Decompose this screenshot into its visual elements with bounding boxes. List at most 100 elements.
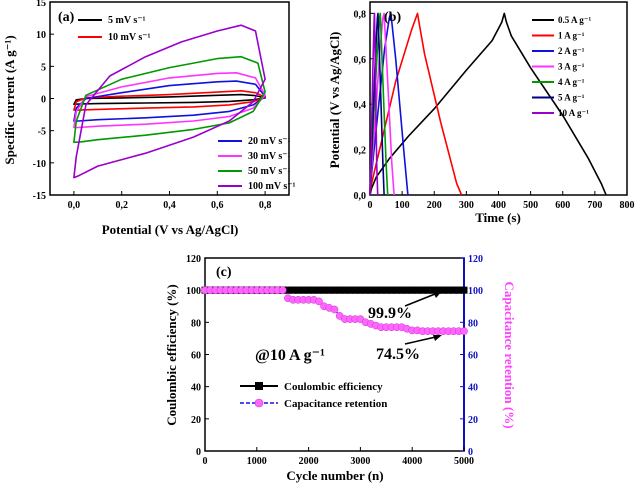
cv-curve (73, 80, 266, 122)
y-tick-label: 0,6 (354, 55, 367, 66)
coulombic-point (341, 286, 349, 294)
panel-b-xlabel: Time (s) (475, 210, 521, 225)
x-tick-label: 700 (587, 200, 602, 211)
x-tick-label: 0,4 (163, 200, 176, 211)
legend-label-100mv: 100 mV s⁻¹ (248, 181, 296, 192)
y-right-tick-label: 60 (468, 351, 478, 362)
coulombic-point (289, 286, 297, 294)
coulombic-point (310, 286, 318, 294)
panel-a-legend-bottom: 20 mV s⁻¹ 30 mV s⁻¹ 50 mV s⁻¹ 100 mV s⁻¹ (218, 136, 296, 192)
legend-label: 2 A g⁻¹ (558, 46, 585, 56)
panel-c-curves (201, 286, 468, 336)
x-tick-label: 5000 (454, 456, 474, 467)
legend-label-50mv: 50 mV s⁻¹ (248, 166, 291, 177)
coulombic-point (450, 286, 458, 294)
x-tick-label: 0,6 (211, 200, 224, 211)
coulombic-point (460, 286, 468, 294)
cv-curve (73, 90, 266, 111)
y-right-tick-label: 20 (468, 415, 478, 426)
legend-label: 1 A g⁻¹ (558, 31, 585, 41)
y-tick-label: 0,4 (354, 100, 367, 111)
coulombic-point (367, 286, 375, 294)
coulombic-point (419, 286, 427, 294)
x-tick-label: 3000 (350, 456, 370, 467)
coulombic-point (294, 286, 302, 294)
panel-b-axes: 0 100 200 300 400 500 600 700 800 0,0 0,2 0,4 0,6 0,8 (354, 9, 635, 211)
y-tick-label: 80 (191, 318, 201, 329)
panel-c-label: (c) (216, 265, 232, 280)
y-tick-label: -5 (38, 127, 46, 138)
coulombic-point (393, 286, 401, 294)
panel-b-ylabel: Potential (V vs Ag/AgCl) (327, 32, 342, 169)
legend-label-coulombic: Coulombic efficiency (284, 381, 383, 393)
x-tick-label: 0 (368, 200, 373, 211)
coulombic-point (398, 286, 406, 294)
x-tick-label: 400 (491, 200, 506, 211)
panel-a-xlabel: Potential (V vs Ag/AgCl) (102, 222, 239, 237)
panel-b-label: (b) (384, 10, 401, 25)
cv-curve (73, 55, 266, 143)
x-tick-label: 0,2 (115, 200, 128, 211)
y-tick-label: 0 (196, 447, 201, 458)
coulombic-point (382, 286, 390, 294)
y-tick-label: 0,2 (354, 146, 367, 157)
legend-label-20mv: 20 mV s⁻¹ (248, 136, 291, 147)
cv-curve (73, 93, 266, 106)
y-right-tick-label: 40 (468, 383, 478, 394)
coulombic-point (403, 286, 411, 294)
panel-b-frame (369, 1, 628, 196)
retention-point (460, 327, 468, 336)
coulombic-point (413, 286, 421, 294)
panel-a-legend-top: 5 mV s⁻¹ 10 mV s⁻¹ (78, 15, 151, 43)
legend-label-retention: Capacitance retention (284, 398, 387, 410)
x-tick-label: 2000 (299, 456, 319, 467)
panel-c-xlabel: Cycle number (n) (286, 468, 383, 483)
panel-c-annotation-coulombic: 99.9% (368, 305, 412, 322)
panel-c-ylabel-right: Capacitance retention (%) (502, 281, 517, 428)
panel-a-cv: 0,0 0,2 0,4 0,6 0,8 -15 -10 -5 0 5 10 15 (a) 5 mV s… (2, 0, 296, 237)
legend-label: 5 A g⁻¹ (558, 93, 585, 103)
panel-c-annotation-retention: 74.5% (376, 346, 420, 363)
y-tick-label: 0,0 (354, 191, 367, 202)
coulombic-point (356, 286, 364, 294)
legend-label-10mv: 10 mV s⁻¹ (108, 32, 151, 43)
y-tick-label: 60 (191, 351, 201, 362)
coulombic-point (429, 286, 437, 294)
coulombic-point (377, 286, 385, 294)
y-tick-label: -10 (33, 159, 46, 170)
coulombic-point (362, 286, 370, 294)
panel-c-ylabel-left: Coulombic efficiency (%) (164, 284, 179, 426)
coulombic-point (434, 286, 442, 294)
x-tick-label: 200 (427, 200, 442, 211)
retention-point (315, 297, 323, 306)
panel-c-annotation-condition: @10 A g⁻¹ (255, 347, 325, 364)
x-tick-label: 500 (523, 200, 538, 211)
y-tick-label: 5 (41, 62, 46, 73)
x-tick-label: 100 (395, 200, 410, 211)
y-tick-label: 20 (191, 415, 201, 426)
x-tick-label: 0,8 (259, 200, 272, 211)
y-tick-label: 100 (186, 286, 201, 297)
legend-label: 3 A g⁻¹ (558, 62, 585, 72)
legend-marker-coulombic (255, 382, 263, 390)
coulombic-point (439, 286, 447, 294)
coulombic-point (336, 286, 344, 294)
legend-label: 10 A g⁻¹ (558, 108, 589, 118)
coulombic-point (325, 286, 333, 294)
panel-b-curves (369, 12, 607, 196)
coulombic-point (346, 286, 354, 294)
panel-c-arrow-coulombic (404, 291, 442, 307)
coulombic-point (408, 286, 416, 294)
panel-a-ylabel: Specific current (A g⁻¹) (2, 35, 17, 164)
y-right-tick-label: 80 (468, 318, 478, 329)
coulombic-point (284, 286, 292, 294)
gcd-curve (369, 12, 379, 196)
y-right-tick-label: 120 (468, 254, 483, 265)
panel-c-arrow-retention (404, 335, 442, 345)
y-tick-label: 10 (36, 30, 46, 41)
legend-label: 4 A g⁻¹ (558, 77, 585, 87)
retention-point (278, 286, 287, 295)
gcd-curve (369, 12, 607, 196)
